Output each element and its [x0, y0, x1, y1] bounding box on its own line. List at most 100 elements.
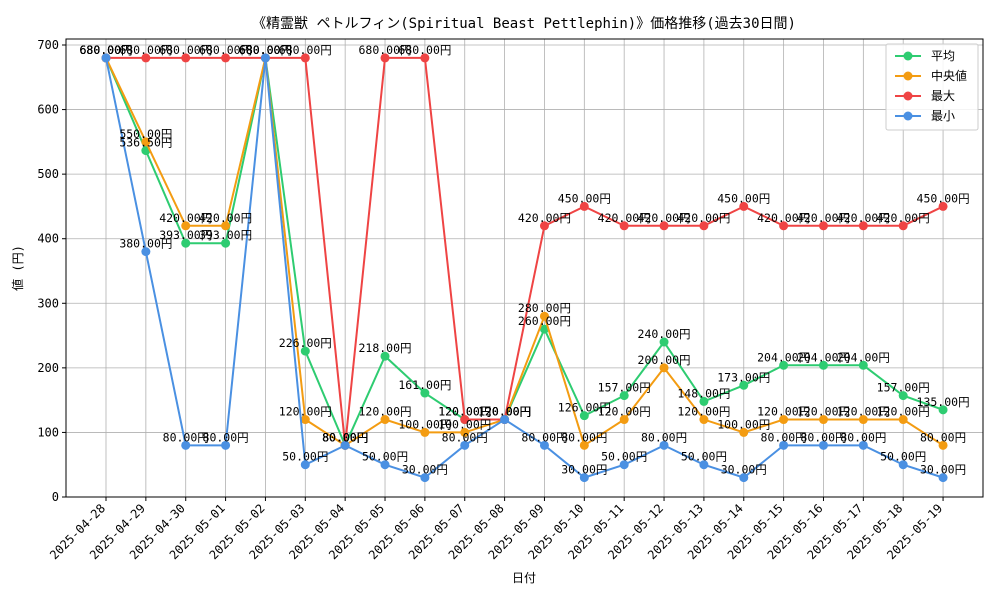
data-label: 120.00円 [358, 405, 411, 419]
data-point [420, 53, 430, 63]
data-label: 680.00円 [239, 43, 292, 57]
data-label: 120.00円 [478, 405, 531, 419]
y-tick-label: 200 [37, 361, 59, 375]
legend-box [885, 43, 979, 131]
data-point [938, 201, 948, 211]
data-label: 30.00円 [721, 463, 767, 477]
data-point [460, 427, 470, 437]
data-label: 420.00円 [598, 211, 651, 225]
data-point [221, 238, 231, 248]
data-label: 680.00円 [239, 43, 292, 57]
data-label: 80.00円 [322, 430, 368, 444]
data-label: 120.00円 [478, 405, 531, 419]
data-label: 393.00円 [159, 228, 212, 242]
data-label: 120.00円 [877, 405, 930, 419]
y-axis-title: 値 (円) [10, 245, 25, 291]
data-point [699, 460, 709, 470]
series-line [105, 57, 944, 447]
data-point [340, 440, 350, 450]
data-label: 100.00円 [717, 417, 770, 431]
data-label: 420.00円 [797, 211, 850, 225]
data-point [818, 440, 828, 450]
data-label: 135.00円 [917, 395, 970, 409]
data-label: 50.00円 [681, 450, 727, 464]
data-point [221, 440, 231, 450]
data-point [181, 440, 191, 450]
data-point [141, 137, 151, 147]
data-point [539, 440, 549, 450]
y-tick-label: 400 [37, 232, 59, 246]
data-point [460, 440, 470, 450]
data-label: 680.00円 [79, 43, 132, 57]
data-label: 50.00円 [601, 450, 647, 464]
data-point [818, 221, 828, 231]
data-label: 50.00円 [362, 450, 408, 464]
data-label: 420.00円 [837, 211, 890, 225]
data-point [858, 440, 868, 450]
data-point [101, 53, 111, 63]
data-point [739, 427, 749, 437]
data-label: 680.00円 [159, 43, 212, 57]
data-point [380, 460, 390, 470]
data-point [699, 221, 709, 231]
data-label: 536.50円 [119, 136, 172, 150]
data-point [221, 53, 231, 63]
data-label: 30.00円 [402, 463, 448, 477]
data-point [619, 415, 629, 425]
data-label: 420.00円 [677, 211, 730, 225]
data-label: 126.00円 [558, 401, 611, 415]
data-label: 120.00円 [677, 405, 730, 419]
data-point [300, 346, 310, 356]
data-label: 80.00円 [920, 430, 966, 444]
data-label: 120.00円 [598, 405, 651, 419]
data-point [619, 221, 629, 231]
data-point [300, 53, 310, 63]
data-point [938, 440, 948, 450]
data-point [779, 360, 789, 370]
data-point [579, 440, 589, 450]
data-label: 80.00円 [521, 430, 567, 444]
data-point [739, 380, 749, 390]
data-label: 120.00円 [837, 405, 890, 419]
y-tick-label: 600 [37, 103, 59, 117]
data-point [539, 221, 549, 231]
data-label: 80.00円 [322, 430, 368, 444]
y-tick-label: 300 [37, 296, 59, 310]
data-point [420, 388, 430, 398]
grid [66, 39, 983, 498]
y-axis: 0 100 200 300 400 500 600 700 [37, 38, 66, 504]
data-label: 120.00円 [438, 405, 491, 419]
data-point [579, 411, 589, 421]
data-label: 450.00円 [917, 191, 970, 205]
data-label: 80.00円 [322, 430, 368, 444]
legend-marker [903, 91, 913, 101]
data-label: 680.00円 [239, 43, 292, 57]
y-tick-label: 700 [37, 38, 59, 52]
data-label: 204.00円 [757, 350, 810, 364]
data-point [779, 221, 789, 231]
data-point [181, 221, 191, 231]
data-point [141, 53, 151, 63]
data-point [659, 221, 669, 231]
data-label: 80.00円 [761, 430, 807, 444]
series-line [106, 56, 944, 446]
data-point [300, 460, 310, 470]
data-label: 120.00円 [478, 405, 531, 419]
data-point [579, 201, 589, 211]
data-label: 680.00円 [358, 43, 411, 57]
data-point [500, 415, 510, 425]
data-point [898, 415, 908, 425]
data-label: 50.00円 [282, 450, 328, 464]
legend-marker [903, 111, 913, 121]
data-label: 80.00円 [322, 430, 368, 444]
data-point [659, 440, 669, 450]
data-label: 450.00円 [558, 191, 611, 205]
data-label: 80.00円 [800, 430, 846, 444]
data-point [699, 396, 709, 406]
data-label: 120.00円 [279, 405, 332, 419]
data-label: 200.00円 [638, 353, 691, 367]
data-label: 157.00円 [877, 381, 930, 395]
